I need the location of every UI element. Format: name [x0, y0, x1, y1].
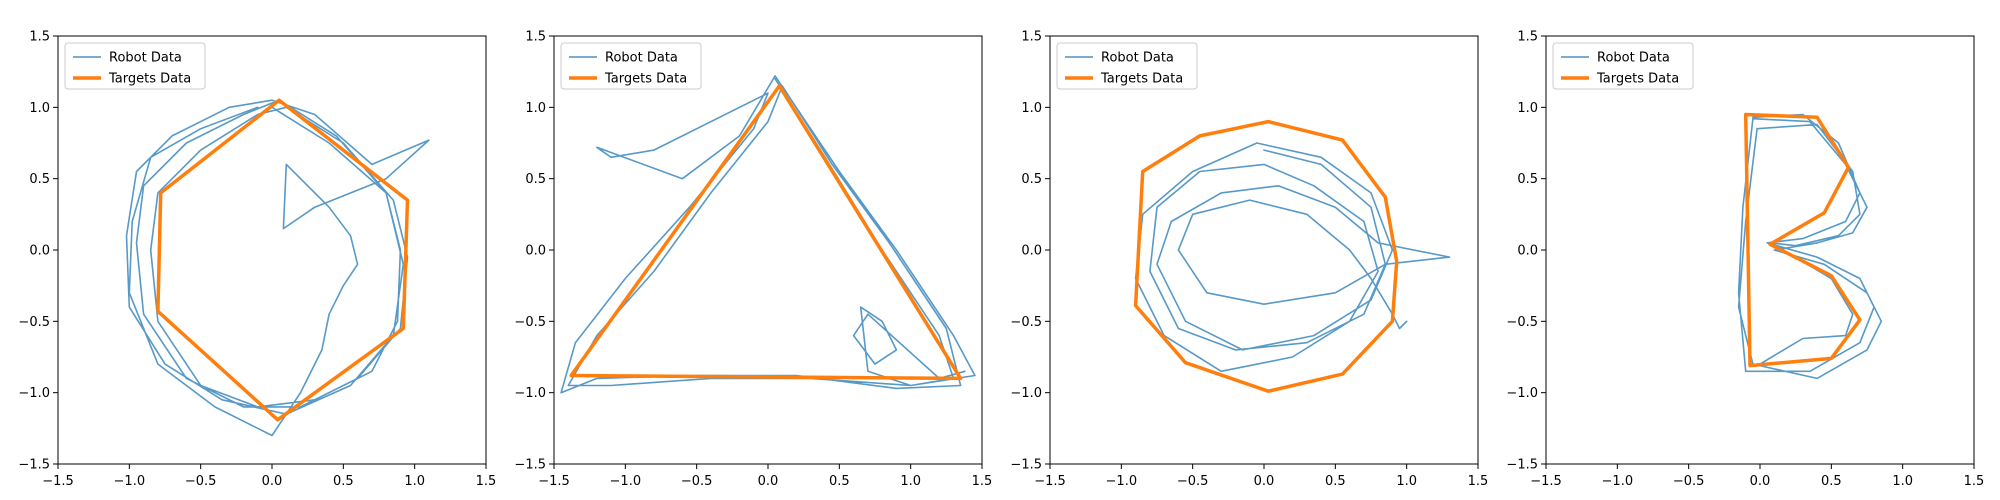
x-tick-label: −1.5 [1034, 474, 1066, 489]
robot-data-line [125, 99, 430, 437]
x-tick-label: 1.0 [1396, 474, 1417, 489]
subplot-3: −1.5 −1.0 −0.5 0.0 0.5 1.0 1.5 −1.5 −1.0 −0.5 0.0 0… [1010, 30, 1488, 490]
subplot-4: −1.5 −1.0 −0.5 0.0 0.5 1.0 1.5 −1.5 −1.0 −0.5 0.0 0… [1506, 30, 1984, 490]
y-tick-label: 1.5 [29, 30, 50, 45]
y-tick-label: 0.5 [29, 172, 50, 187]
y-tick-label: −0.5 [1506, 315, 1538, 330]
legend-targets-label: Targets Data [1596, 72, 1679, 87]
x-tick-label: 0.5 [1821, 474, 1842, 489]
x-tick-label: 0.0 [1254, 474, 1275, 489]
x-tick-label: 0.5 [829, 474, 850, 489]
y-tick-label: −1.0 [1010, 386, 1042, 401]
y-tick-label: −1.0 [1506, 386, 1538, 401]
x-tick-label: 1.5 [476, 474, 497, 489]
robot-data-line [1737, 113, 1883, 380]
y-tick-label: 1.5 [525, 30, 546, 45]
y-tick-label: 0.5 [1517, 172, 1538, 187]
x-tick-label: −1.0 [1602, 474, 1634, 489]
y-tick-label: −1.5 [514, 458, 546, 473]
x-tick-label: 1.0 [900, 474, 921, 489]
x-tick-label: −1.0 [610, 474, 642, 489]
x-tick-label: 1.0 [404, 474, 425, 489]
x-tick-label: 0.0 [758, 474, 779, 489]
x-tick-label: −1.0 [114, 474, 146, 489]
x-tick-label: −0.5 [1673, 474, 1705, 489]
legend-targets-label: Targets Data [1100, 72, 1183, 87]
x-tick-label: 1.0 [1892, 474, 1913, 489]
subplot-1: −1.5 −1.0 −0.5 0.0 0.5 1.0 1.5 −1.5 −1.0 −0.5 0.0 0… [18, 30, 496, 490]
y-tick-label: 1.5 [1021, 30, 1042, 45]
targets-data-line [569, 84, 963, 381]
y-tick-label: 0.5 [1021, 172, 1042, 187]
y-tick-label: 1.0 [29, 101, 50, 116]
x-tick-label: −0.5 [185, 474, 217, 489]
x-tick-label: −0.5 [1177, 474, 1209, 489]
y-tick-label: −1.5 [1010, 458, 1042, 473]
x-tick-label: 1.5 [1964, 474, 1985, 489]
y-tick-label: −1.5 [1506, 458, 1538, 473]
y-tick-label: −1.0 [18, 386, 50, 401]
y-tick-label: 0.5 [525, 172, 546, 187]
y-tick-label: −0.5 [1010, 315, 1042, 330]
x-tick-label: −1.5 [42, 474, 74, 489]
y-tick-label: −1.5 [18, 458, 50, 473]
x-tick-label: 0.5 [333, 474, 354, 489]
x-tick-label: −1.5 [1530, 474, 1562, 489]
targets-data-line [156, 98, 410, 422]
legend-robot-label: Robot Data [605, 51, 678, 66]
y-tick-label: −0.5 [18, 315, 50, 330]
y-tick-label: 1.5 [1517, 30, 1538, 45]
y-tick-label: 1.0 [1021, 101, 1042, 116]
targets-data-line [1133, 119, 1399, 393]
x-tick-label: 1.5 [972, 474, 993, 489]
y-tick-label: 0.0 [29, 244, 50, 259]
y-tick-label: 1.0 [1517, 101, 1538, 116]
y-tick-label: 0.0 [1021, 244, 1042, 259]
x-tick-label: 1.5 [1468, 474, 1489, 489]
y-tick-label: −1.0 [514, 386, 546, 401]
x-tick-label: 0.0 [262, 474, 283, 489]
legend-robot-label: Robot Data [1101, 51, 1174, 66]
x-tick-label: −0.5 [681, 474, 713, 489]
x-tick-label: 0.5 [1325, 474, 1346, 489]
axes-frame [1545, 35, 1975, 465]
robot-data-line [560, 75, 976, 394]
x-tick-label: −1.0 [1106, 474, 1138, 489]
robot-data-line [1134, 142, 1451, 373]
legend-robot-label: Robot Data [109, 51, 182, 66]
x-tick-label: 0.0 [1750, 474, 1771, 489]
subplot-2: −1.5 −1.0 −0.5 0.0 0.5 1.0 1.5 −1.5 −1.0 −0.5 0.0 0… [514, 30, 992, 490]
y-tick-label: 0.0 [1517, 244, 1538, 259]
legend-targets-label: Targets Data [604, 72, 687, 87]
y-tick-label: 1.0 [525, 101, 546, 116]
x-tick-label: −1.5 [538, 474, 570, 489]
y-tick-label: −0.5 [514, 315, 546, 330]
targets-data-line [1743, 112, 1862, 368]
y-tick-label: 0.0 [525, 244, 546, 259]
legend-targets-label: Targets Data [108, 72, 191, 87]
legend-robot-label: Robot Data [1597, 51, 1670, 66]
